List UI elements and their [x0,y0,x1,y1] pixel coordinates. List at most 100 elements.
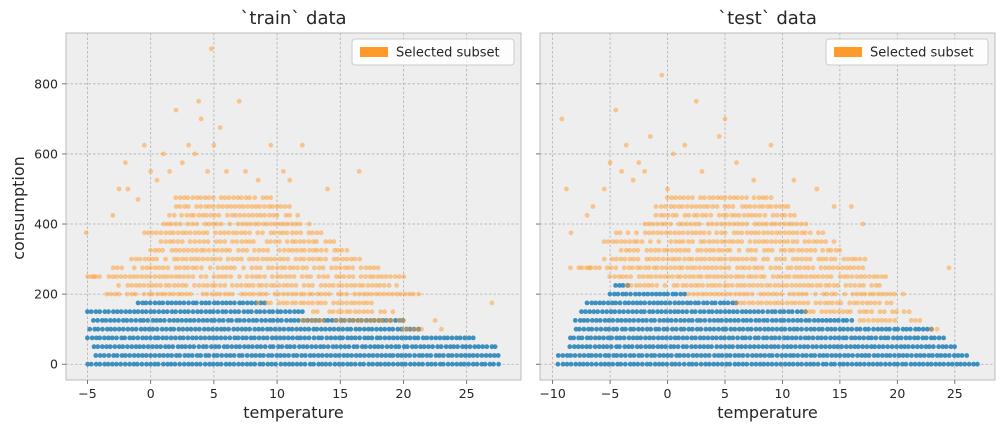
data-point [277,247,282,253]
data-point [264,221,270,227]
data-point [807,318,812,323]
data-point [424,353,430,358]
data-point [642,283,647,288]
data-point [764,283,770,288]
data-point [240,300,246,306]
data-point [675,309,681,315]
data-point [811,239,817,245]
data-point [262,212,268,218]
data-point [418,344,423,350]
data-point [148,361,154,367]
data-point [818,344,824,350]
data-point [710,335,715,341]
data-point [467,344,473,350]
y-tick-label: 0 [50,357,58,372]
data-point [378,309,383,315]
data-point [357,283,362,288]
data-point [747,204,753,209]
data-point [820,274,826,279]
data-point [766,291,771,297]
data-point [395,353,401,358]
data-point [725,283,731,288]
data-point [791,291,797,297]
data-point [707,291,713,297]
data-point [722,265,728,271]
data-point [198,353,204,358]
data-point [693,204,699,209]
data-point [454,353,460,358]
data-point [260,256,266,262]
data-point [648,318,654,323]
data-point [190,265,196,271]
data-point [272,239,278,245]
data-point [654,283,660,288]
data-point [712,353,717,358]
data-point [645,291,651,297]
data-point [831,309,837,315]
data-point [604,344,610,350]
data-point [756,309,761,315]
data-point [222,326,228,332]
data-point [642,309,647,315]
data-point [140,335,145,341]
data-point [668,221,673,227]
data-point [692,300,698,306]
data-point [693,221,698,227]
data-point [715,256,721,262]
data-point [291,265,296,271]
data-point [408,361,413,367]
data-point [587,265,592,271]
data-point [564,361,570,367]
data-point [347,309,353,315]
data-point [249,274,255,279]
data-point [577,361,583,367]
data-point [246,256,252,262]
data-point [382,361,388,367]
data-point [700,283,706,288]
data-point [401,274,407,279]
data-point [707,361,712,367]
data-point [331,283,336,288]
data-point [310,300,315,306]
data-point [924,326,930,332]
data-point [602,256,607,262]
data-point [719,256,724,262]
data-point [638,344,644,350]
data-point [324,353,330,358]
data-point [615,291,621,297]
data-point [657,318,663,323]
data-point [205,326,211,332]
data-point [237,300,242,306]
data-point [240,247,246,253]
data-point [152,265,158,271]
data-point [864,344,870,350]
data-point [728,318,733,323]
data-point [231,361,237,367]
data-point [135,335,141,341]
data-point [146,256,152,262]
data-point [377,291,383,297]
data-point [194,300,199,306]
data-point [606,353,612,358]
data-point [222,195,228,201]
data-point [737,291,743,297]
data-point [374,353,380,358]
data-point [120,318,126,323]
data-point [258,265,263,271]
data-point [102,309,108,315]
data-point [661,353,666,358]
data-point [255,230,261,236]
data-point [928,335,934,341]
data-point [281,221,286,227]
data-point [717,283,723,288]
data-point [811,361,817,367]
data-point [482,361,488,367]
data-point [95,318,100,323]
data-point [222,335,228,341]
data-point [697,230,703,236]
data-point [790,361,796,367]
data-point [892,318,898,323]
data-point [239,195,244,201]
data-point [652,361,658,367]
data-point [244,353,250,358]
